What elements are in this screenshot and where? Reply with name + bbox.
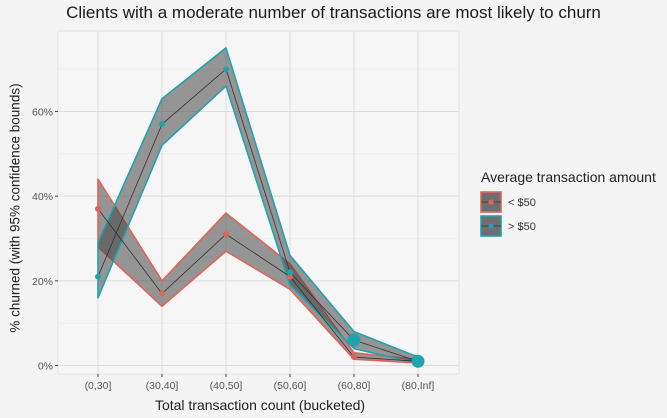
legend-label: < $50: [508, 197, 536, 209]
legend-key-point: [488, 199, 494, 205]
series-line: [97, 208, 419, 362]
series-line: [97, 68, 419, 362]
y-tick-label: 40%: [32, 191, 53, 203]
x-tick-label: (50,60]: [274, 380, 307, 392]
chart-title: Clients with a moderate number of transa…: [66, 3, 601, 22]
y-tick-label: 0%: [38, 361, 53, 373]
data-point: [223, 231, 229, 238]
y-tick-label: 60%: [32, 106, 53, 118]
y-tick-label: 20%: [32, 276, 53, 288]
x-tick-label: (40,50]: [210, 380, 243, 392]
data-point: [159, 121, 165, 128]
x-tick-label: (80,Inf]: [402, 380, 435, 392]
grid-lines: [58, 31, 459, 374]
data-point: [95, 205, 101, 212]
legend-key-point: [488, 223, 494, 229]
series-lines: [97, 68, 419, 362]
axis-ticks: 0% 20% 40% 60% (0,30] (30,40] (40,50] (50,60] (6…: [32, 106, 434, 392]
data-point: [95, 273, 101, 280]
data-point: [411, 354, 425, 368]
data-point: [287, 273, 293, 280]
x-tick-label: (60,80]: [338, 380, 371, 392]
x-tick-label: (0,30]: [85, 380, 112, 392]
series-points: [95, 66, 425, 368]
data-point: [223, 66, 229, 73]
x-axis-label: Total transaction count (bucketed): [154, 397, 366, 413]
legend: < $50 > $50: [480, 191, 536, 237]
data-point: [351, 354, 357, 361]
x-tick-label: (30,40]: [146, 380, 179, 392]
legend-title: Average transaction amount: [481, 169, 656, 185]
data-point: [159, 290, 165, 297]
legend-label: > $50: [508, 221, 536, 233]
data-point: [287, 269, 293, 276]
data-point: [347, 333, 361, 347]
